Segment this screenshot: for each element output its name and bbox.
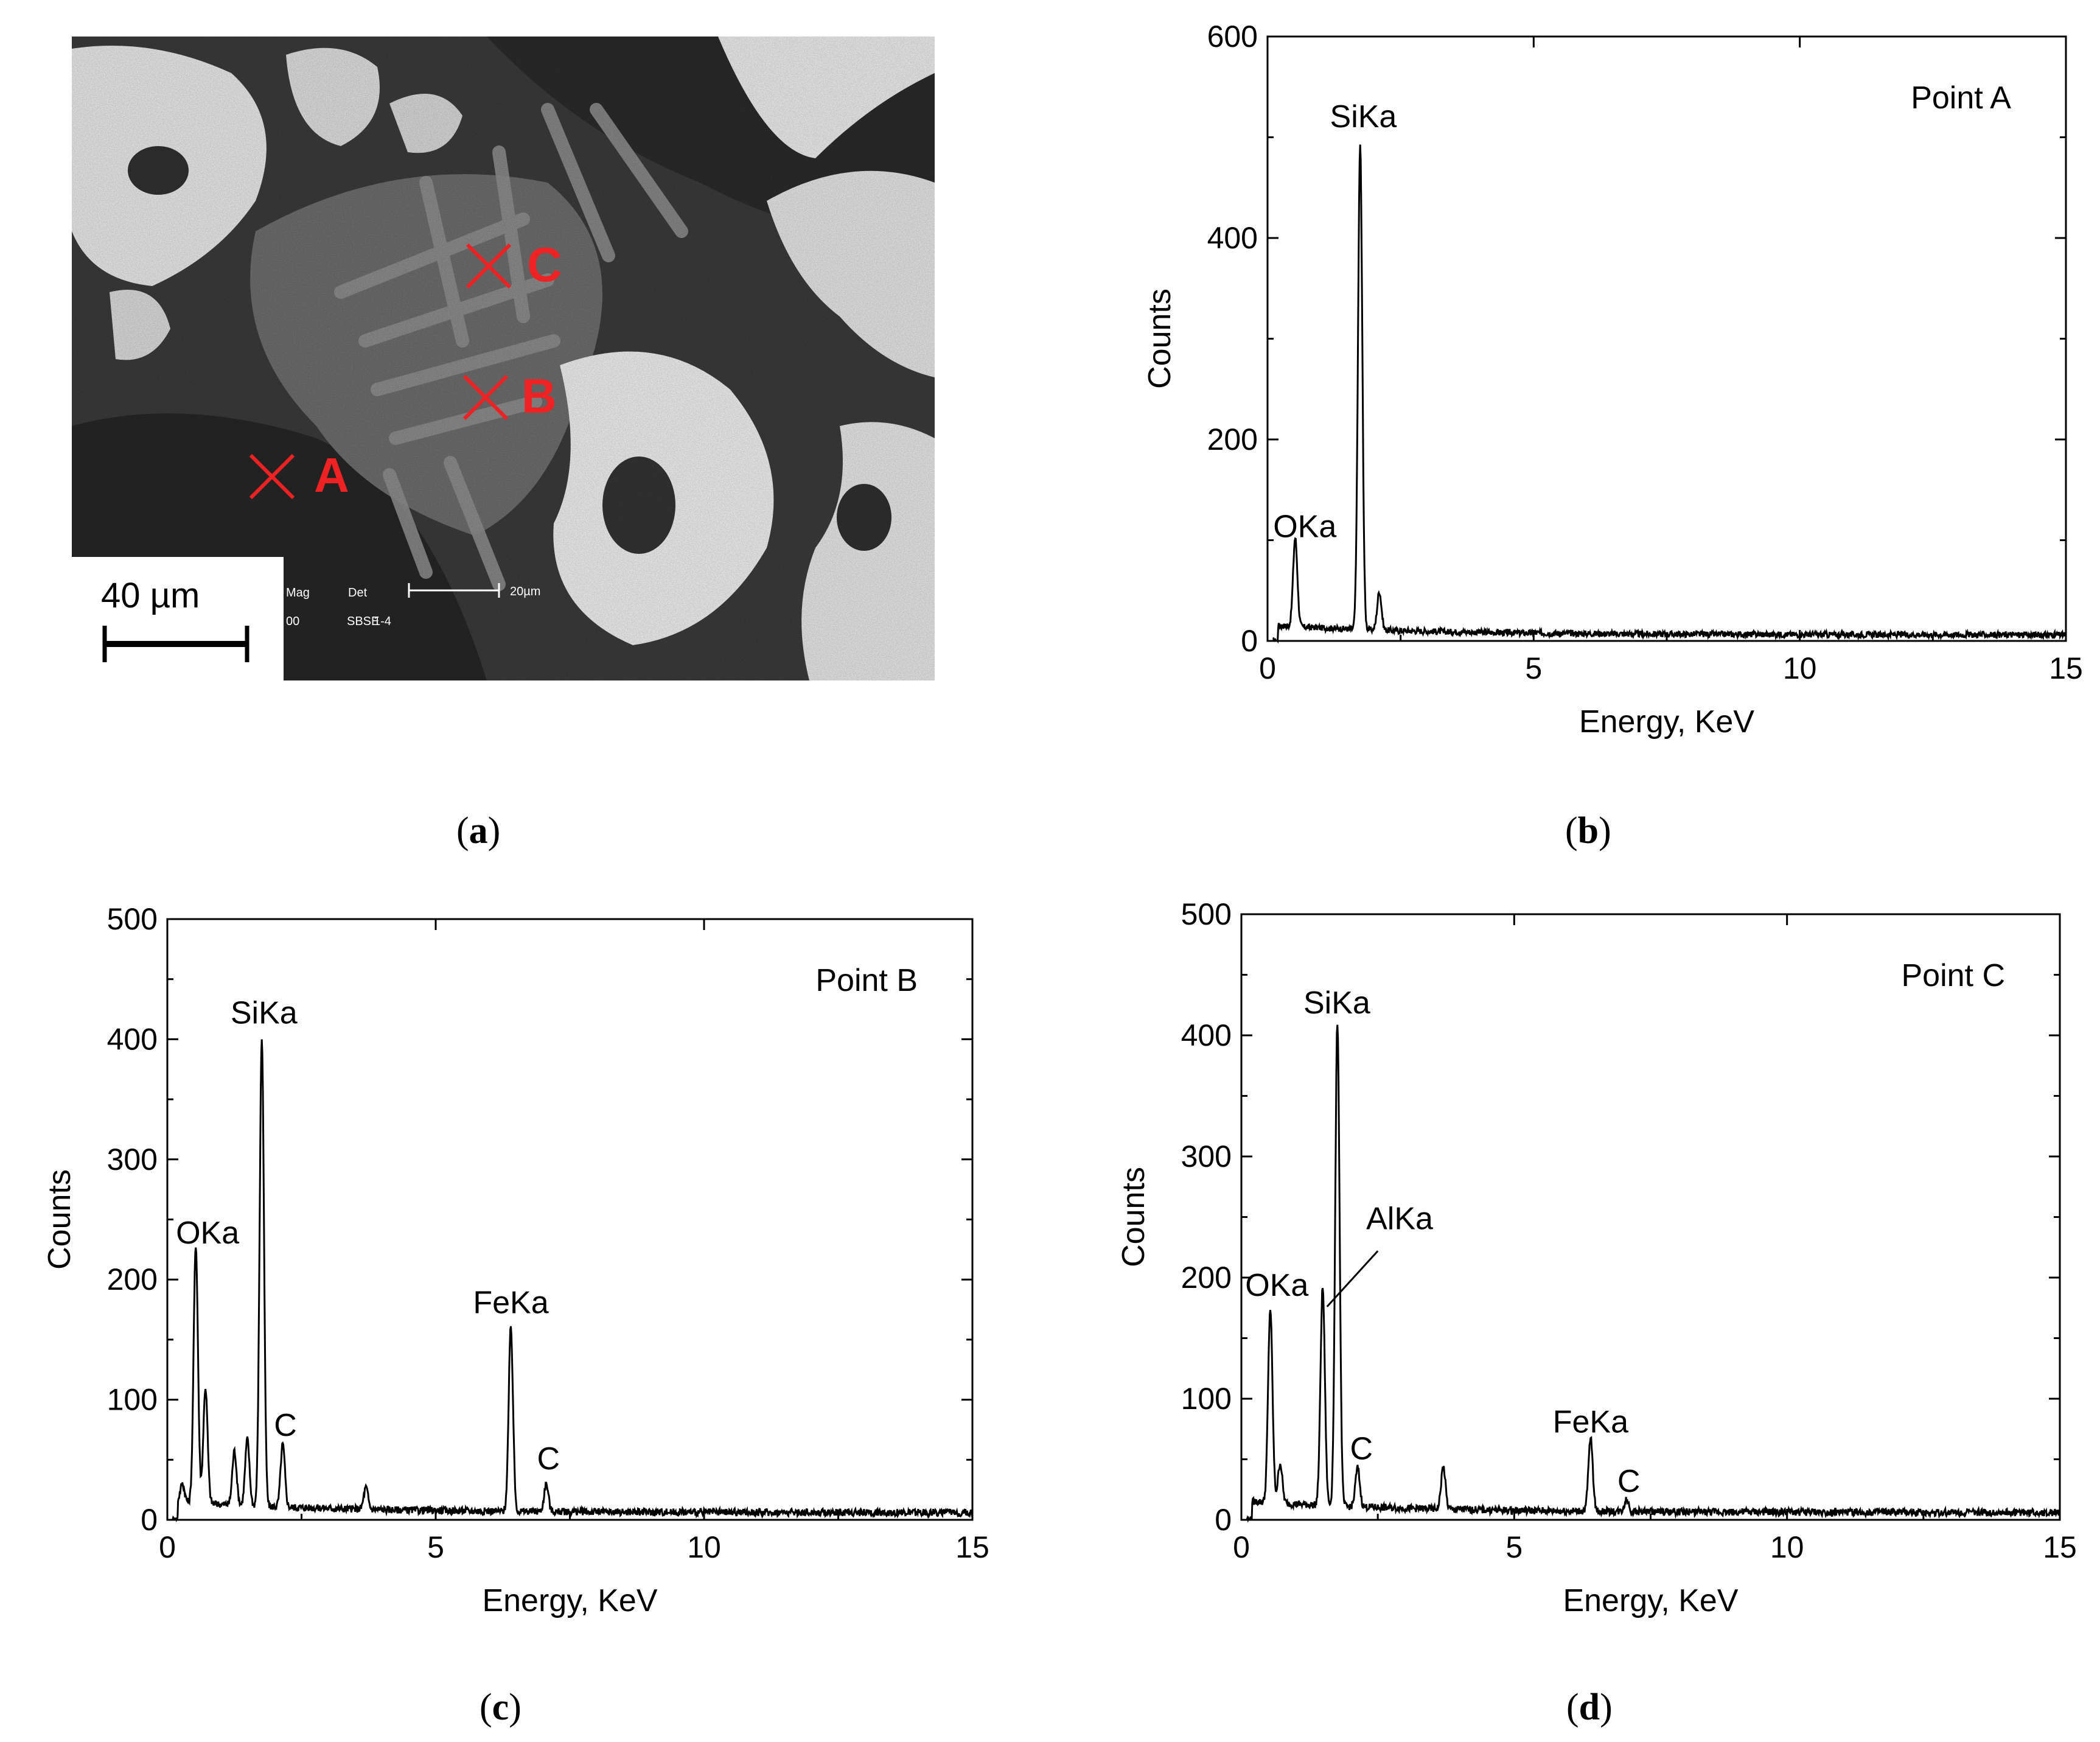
y-tick-label: 400 [107, 1022, 158, 1056]
spectrum-line [1246, 1024, 2061, 1523]
spectrum-line [1272, 144, 2067, 644]
marker-c-label: C [527, 237, 562, 292]
caption-b-letter: b [1577, 810, 1599, 852]
marker-b-label: B [522, 369, 557, 423]
caption-d-letter: d [1578, 1687, 1600, 1728]
x-tick-label: 15 [955, 1530, 989, 1564]
y-tick-label: 0 [1215, 1503, 1232, 1537]
peak-label: OKa [176, 1216, 239, 1251]
x-tick-label: 0 [1233, 1530, 1250, 1564]
alka-leader-line [1326, 1250, 1379, 1307]
x-tick-label: 10 [1770, 1530, 1804, 1564]
chart-d: 0 5 10 15 0 100 200 300 400 500 Energy, KeV Counts P… [1116, 897, 2077, 1618]
y-tick-label: 400 [1207, 221, 1258, 255]
overlay-scale: 20µm [510, 585, 540, 598]
y-tick-label: 300 [1181, 1139, 1232, 1174]
instrument-overlay: Mag Det 00 SBSE 1-4 20µm [286, 585, 540, 628]
y-tick-label: 200 [1207, 422, 1258, 456]
y-tick-label: 400 [1181, 1018, 1232, 1052]
y-tick-label: 0 [1241, 624, 1258, 658]
marker-c-cross [466, 243, 512, 289]
overlay-sbse: SBSE [347, 615, 379, 628]
scale-bar [102, 626, 249, 662]
overlay-value1: 00 [286, 615, 299, 628]
y-axis-label: Counts [42, 1169, 77, 1270]
overlay-mag: Mag [286, 586, 310, 600]
caption-c: (c) [480, 1687, 522, 1728]
y-tick-label: 100 [107, 1383, 158, 1417]
y-axis-label: Counts [1116, 1167, 1151, 1267]
x-axis-label: Energy, KeV [1563, 1583, 1738, 1618]
marker-a-label: A [314, 448, 349, 502]
peak-label: FeKa [1553, 1405, 1628, 1440]
peak-label: OKa [1273, 509, 1336, 545]
peak-label: C [1350, 1432, 1373, 1467]
overlay-value2: 1-4 [374, 615, 391, 628]
y-tick-label: 500 [1181, 897, 1232, 931]
y-tick-label: 200 [1181, 1261, 1232, 1295]
y-tick-label: 100 [1181, 1382, 1232, 1416]
y-tick-label: 600 [1207, 19, 1258, 54]
overlay-det: Det [348, 586, 368, 600]
y-tick-label: 200 [107, 1262, 158, 1296]
y-axis-label: Counts [1142, 289, 1177, 389]
x-tick-label: 10 [687, 1530, 721, 1564]
scale-bar-label: 40 µm [101, 576, 200, 615]
chart-b: 0 5 10 15 0 200 400 600 Energy, KeV Counts Point A… [1142, 19, 2083, 740]
overlay-scale-bar [408, 583, 500, 598]
point-annotation: Point B [815, 963, 918, 998]
x-axis-label: Energy, KeV [1579, 704, 1754, 740]
y-tick-label: 500 [107, 902, 158, 936]
caption-d: (d) [1566, 1687, 1613, 1728]
caption-b: (b) [1565, 810, 1611, 852]
marker-b-cross [462, 374, 509, 421]
x-tick-label: 5 [1505, 1530, 1523, 1564]
y-tick-label: 300 [107, 1142, 158, 1177]
x-axis-label: Energy, KeV [482, 1583, 657, 1618]
peak-label: FeKa [473, 1285, 548, 1320]
peak-label: OKa [1245, 1268, 1308, 1303]
micrograph-image [72, 37, 935, 680]
x-tick-label: 10 [1783, 651, 1817, 685]
peak-label: C [1617, 1464, 1641, 1499]
caption-a: (a) [456, 810, 501, 852]
x-tick-label: 5 [427, 1530, 444, 1564]
marker-a-cross [249, 453, 295, 500]
peak-label: SiKa [1330, 99, 1397, 135]
peak-label: SiKa [1303, 985, 1370, 1021]
peak-label: SiKa [231, 996, 298, 1031]
peak-label: C [537, 1441, 560, 1477]
y-tick-label: 0 [141, 1503, 158, 1537]
peak-label: C [274, 1408, 297, 1443]
x-tick-label: 5 [1525, 651, 1542, 685]
caption-c-letter: c [492, 1687, 509, 1728]
x-tick-label: 0 [1259, 651, 1276, 685]
chart-c: 0 5 10 15 0 100 200 300 400 500 Energy, KeV Counts P… [42, 902, 989, 1618]
spectrum-line [172, 1039, 974, 1522]
point-annotation: Point C [1901, 958, 2005, 993]
x-tick-label: 15 [2043, 1530, 2077, 1564]
peak-label: AlKa [1366, 1201, 1433, 1236]
caption-a-letter: a [469, 810, 488, 852]
x-tick-label: 0 [159, 1530, 176, 1564]
x-tick-label: 15 [2049, 651, 2083, 685]
point-annotation: Point A [1911, 80, 2011, 116]
